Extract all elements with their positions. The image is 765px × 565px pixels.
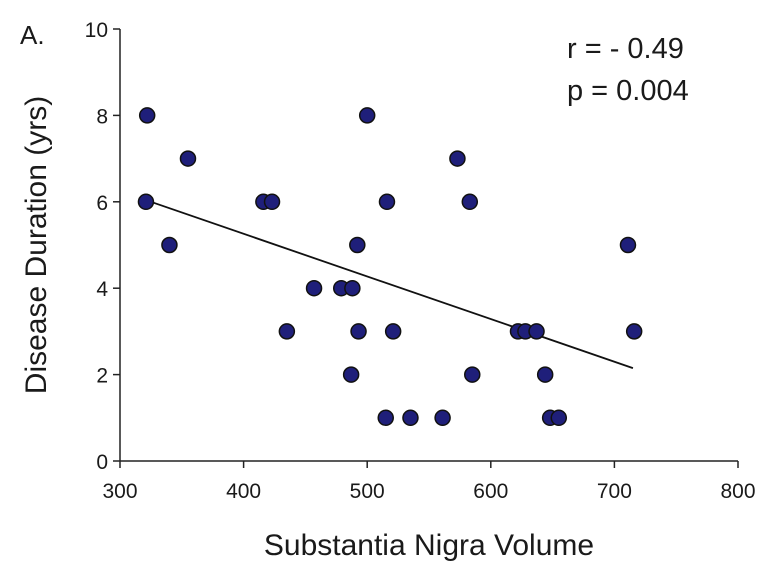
x-tick-label: 400 (226, 480, 261, 503)
trendline (150, 200, 634, 369)
data-point (378, 193, 396, 211)
trendline-group (150, 200, 634, 369)
data-point (528, 323, 545, 340)
data-point (625, 323, 643, 340)
y-tick-label: 2 (96, 365, 108, 388)
data-point (137, 193, 155, 211)
data-point (461, 193, 479, 211)
axes: 0 2 4 6 8 10 300 400 500 600 700 800 (85, 19, 756, 503)
correlation-p: p = 0.004 (567, 75, 689, 107)
data-point (161, 236, 178, 254)
data-point (179, 150, 197, 167)
y-tick-label: 10 (85, 19, 108, 42)
data-point (377, 409, 394, 427)
y-tick-label: 4 (96, 278, 108, 301)
data-point (384, 323, 402, 340)
data-point (619, 236, 637, 254)
data-point (536, 366, 554, 383)
data-point (358, 107, 376, 124)
data-point (138, 107, 156, 124)
x-tick-label: 700 (597, 480, 632, 503)
y-tick-label: 8 (96, 105, 108, 128)
y-tick-label: 0 (96, 451, 108, 474)
data-point (263, 193, 281, 211)
data-point (344, 279, 361, 297)
x-tick-label: 600 (473, 480, 508, 503)
y-axis-title: Disease Duration (yrs) (20, 96, 53, 394)
correlation-r: r = - 0.49 (567, 33, 684, 65)
x-tick-label: 500 (350, 480, 385, 503)
data-point (350, 323, 367, 340)
x-tick-label: 800 (720, 480, 755, 503)
data-point (349, 236, 366, 254)
data-point (550, 409, 568, 427)
x-tick-label: 300 (102, 480, 137, 503)
data-point (464, 366, 481, 383)
data-point (305, 279, 323, 297)
data-point (449, 150, 466, 167)
data-point (278, 323, 296, 340)
data-point (402, 409, 419, 427)
data-points (137, 107, 643, 427)
y-tick-label: 6 (96, 192, 108, 215)
data-point (342, 366, 360, 383)
panel-label: A. (20, 20, 45, 50)
x-axis-title: Substantia Nigra Volume (264, 529, 594, 562)
data-point (434, 409, 451, 427)
